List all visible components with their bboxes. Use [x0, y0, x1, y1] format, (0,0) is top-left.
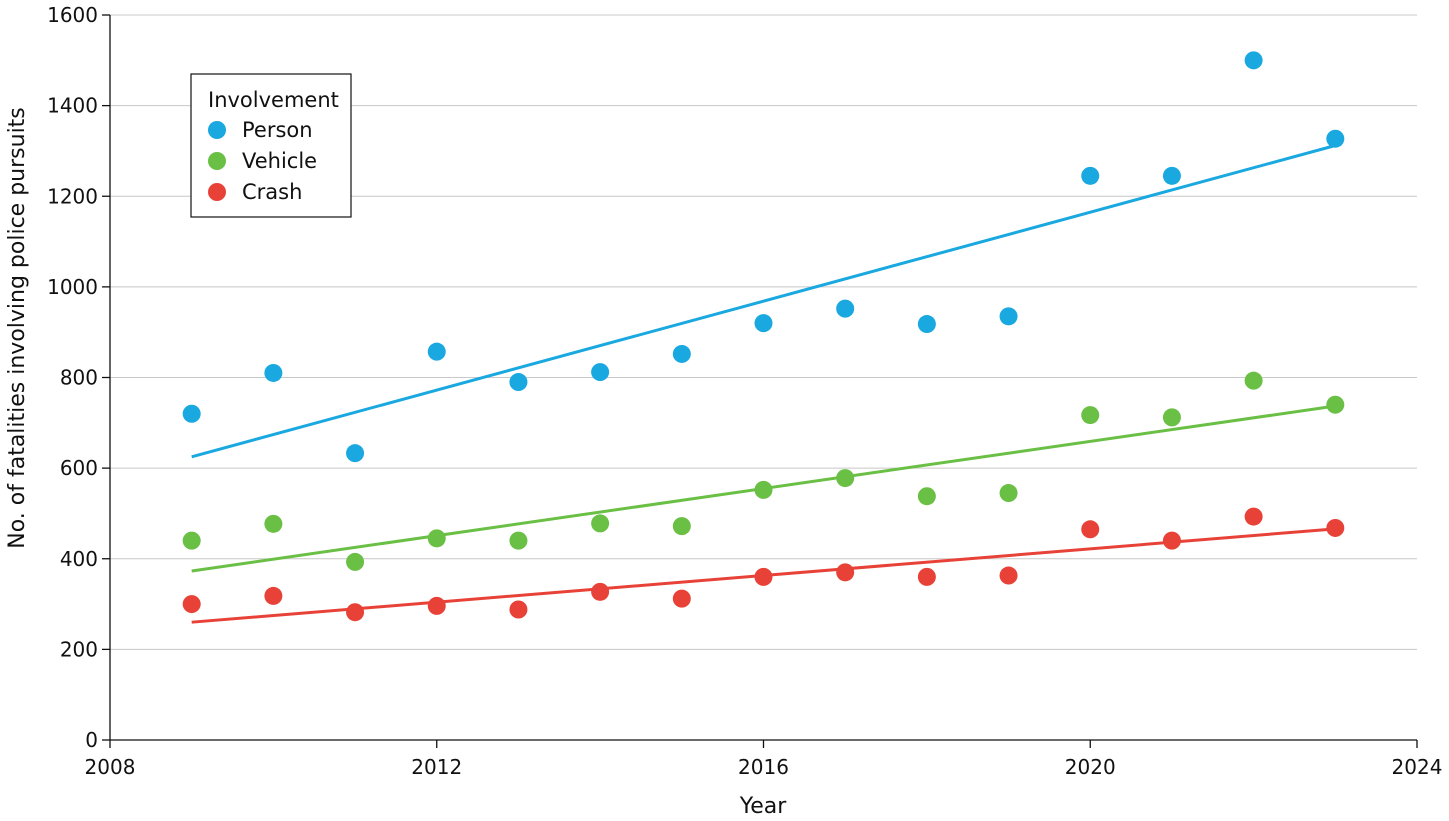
- y-tick-label-600: 600: [60, 456, 98, 480]
- legend-label-crash: Crash: [242, 180, 302, 204]
- crash-point-2009: [182, 595, 201, 614]
- crash-point-2022: [1244, 507, 1263, 526]
- person-point-2014: [591, 363, 610, 382]
- crash-point-2023: [1326, 518, 1345, 537]
- y-tick-label-1000: 1000: [47, 275, 98, 299]
- crash-point-2018: [917, 567, 936, 586]
- crash-point-2015: [672, 589, 691, 608]
- person-point-2009: [182, 404, 201, 423]
- vehicle-point-2021: [1162, 408, 1181, 427]
- vehicle-point-2020: [1081, 406, 1100, 425]
- x-tick-label-2008: 2008: [85, 755, 136, 779]
- crash-point-2010: [264, 586, 283, 605]
- y-tick-labels: 0 200 400 600 800 1000 1200 1400 1600: [47, 3, 98, 752]
- vehicle-point-2022: [1244, 371, 1263, 390]
- person-point-2013: [509, 373, 528, 392]
- legend-items: Person Vehicle Crash: [208, 118, 317, 204]
- crash-point-2019: [999, 566, 1018, 585]
- vehicle-point-2015: [672, 517, 691, 536]
- person-point-2017: [836, 299, 855, 318]
- x-axis-title: Year: [739, 794, 788, 819]
- person-trend-line: [191, 144, 1336, 459]
- person-point-2016: [754, 314, 773, 333]
- vehicle-point-2014: [591, 514, 610, 533]
- person-point-2020: [1081, 166, 1100, 185]
- person-point-2022: [1244, 51, 1263, 70]
- x-tick-label-2012: 2012: [411, 755, 462, 779]
- crash-point-2012: [427, 596, 446, 615]
- y-tick-label-0: 0: [85, 728, 98, 752]
- crash-point-2020: [1081, 520, 1100, 539]
- vehicle-point-2011: [346, 552, 365, 571]
- vehicle-point-2009: [182, 531, 201, 550]
- person-point-2015: [672, 344, 691, 363]
- legend-label-vehicle: Vehicle: [242, 149, 317, 173]
- x-tick-label-2020: 2020: [1065, 755, 1116, 779]
- x-tick-label-2016: 2016: [738, 755, 789, 779]
- person-point-2023: [1326, 129, 1345, 148]
- legend-label-person: Person: [242, 118, 313, 142]
- crash-point-2014: [591, 582, 610, 601]
- crash-point-2021: [1162, 531, 1181, 550]
- x-tick-labels: 2008 2012 2016 2020 2024: [85, 755, 1443, 779]
- trend-lines: [191, 144, 1336, 624]
- legend-marker-crash: [208, 183, 226, 201]
- data-points: [182, 51, 1345, 622]
- legend-marker-vehicle: [208, 152, 226, 170]
- crash-point-2013: [509, 600, 528, 619]
- person-point-2012: [427, 342, 446, 361]
- vehicle-point-2013: [509, 531, 528, 550]
- y-tick-label-400: 400: [60, 547, 98, 571]
- vehicle-point-2018: [917, 487, 936, 506]
- person-point-2021: [1162, 166, 1181, 185]
- y-tick-label-1600: 1600: [47, 3, 98, 27]
- person-point-2010: [264, 363, 283, 382]
- vehicle-point-2010: [264, 514, 283, 533]
- y-tick-label-800: 800: [60, 366, 98, 390]
- legend-title: Involvement: [208, 88, 339, 112]
- axes: [102, 14, 1418, 748]
- vehicle-point-2016: [754, 480, 773, 499]
- y-tick-label-200: 200: [60, 637, 98, 661]
- vehicle-point-2017: [836, 469, 855, 488]
- crash-point-2011: [346, 603, 365, 622]
- crash-point-2016: [754, 567, 773, 586]
- legend: Involvement Person Vehicle Crash: [190, 73, 352, 218]
- y-axis-title: No. of fatalities involving police pursu…: [5, 107, 30, 549]
- vehicle-point-2023: [1326, 395, 1345, 414]
- person-point-2019: [999, 307, 1018, 326]
- vehicle-point-2019: [999, 484, 1018, 503]
- x-tick-label-2024: 2024: [1392, 755, 1443, 779]
- y-tick-label-1200: 1200: [47, 184, 98, 208]
- vehicle-point-2012: [427, 529, 446, 548]
- y-tick-label-1400: 1400: [47, 94, 98, 118]
- person-point-2011: [346, 444, 365, 463]
- crash-point-2017: [836, 563, 855, 582]
- person-point-2018: [917, 315, 936, 334]
- legend-marker-person: [208, 121, 226, 139]
